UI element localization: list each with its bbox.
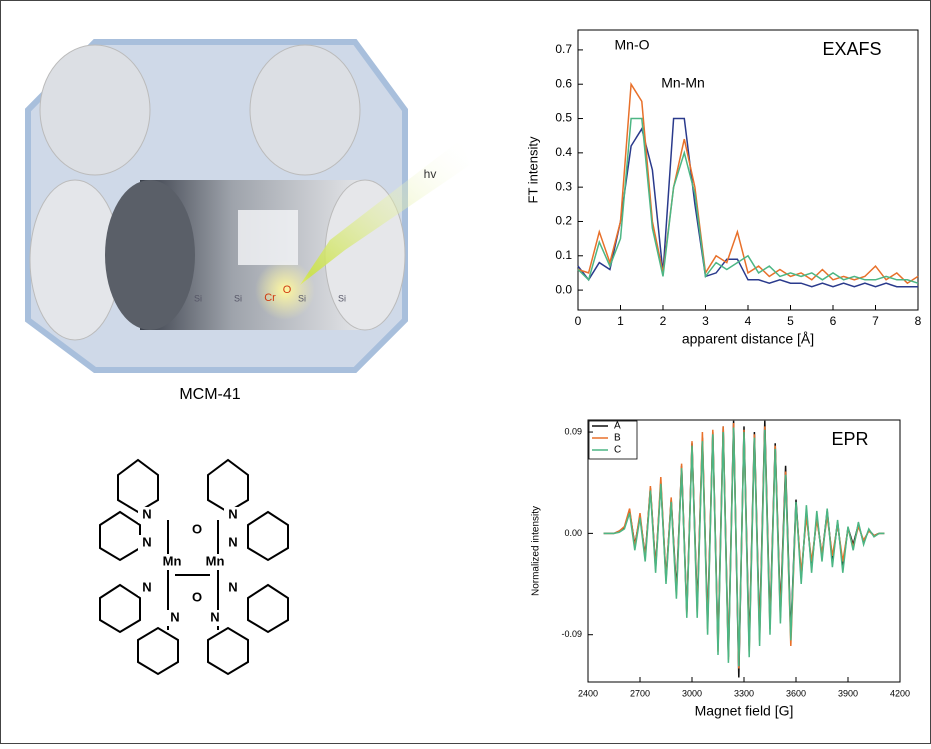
- x-tick-label: 2: [660, 314, 667, 328]
- atom-label: N: [228, 579, 237, 594]
- legend-label: A: [614, 421, 621, 432]
- annotation: Mn-O: [615, 37, 650, 53]
- x-tick-label: 2400: [578, 688, 598, 698]
- x-tick-label: 3300: [734, 688, 754, 698]
- atom-label: Mn: [163, 553, 182, 568]
- x-axis-label: apparent distance [Å]: [682, 331, 814, 347]
- mn-structure: [100, 460, 288, 674]
- atom-label: N: [228, 534, 237, 549]
- atom-label: N: [228, 506, 237, 521]
- x-tick-label: 0: [575, 314, 582, 328]
- figure: 0 1 2 3 4 5 6 7 8 0.0 0.1 0.2 0.3 0.4 0.5 0.6 0.7 apparen…: [0, 0, 931, 744]
- y-tick-label: 0.3: [555, 179, 572, 193]
- x-tick-label: 3600: [786, 688, 806, 698]
- series-line: [578, 119, 918, 284]
- y-tick-label: 0.7: [555, 42, 572, 56]
- illustration-label: Si: [298, 293, 306, 303]
- illustration-label: Cr: [264, 292, 276, 304]
- exafs-chart: 0 1 2 3 4 5 6 7 8 0.0 0.1 0.2 0.3 0.4 0.5 0.6 0.7 apparen…: [525, 30, 921, 347]
- atom-label: N: [142, 534, 151, 549]
- x-tick-label: 5: [787, 314, 794, 328]
- x-tick-label: 2700: [630, 688, 650, 698]
- y-tick-label: 0.00: [564, 528, 582, 538]
- x-tick-label: 1: [617, 314, 624, 328]
- illustration-label: hv: [424, 167, 437, 181]
- caption: MCM-41: [179, 386, 240, 403]
- illustration-label: Si: [338, 293, 346, 303]
- x-tick-label: 8: [915, 314, 922, 328]
- series-line: [604, 428, 885, 667]
- illustration-label: Si: [194, 293, 202, 303]
- atom-label: N: [142, 579, 151, 594]
- annotation: EXAFS: [822, 39, 881, 59]
- y-axis-label: Normalized intensity: [531, 506, 542, 596]
- x-tick-label: 3: [702, 314, 709, 328]
- epr-chart: 2400 2700 3000 3300 3600 3900 4200 -0.09 0.00 0.0…: [531, 420, 910, 719]
- mcm41-illustration: [28, 42, 470, 370]
- legend-label: C: [614, 445, 621, 456]
- illustration-label: Si: [234, 293, 242, 303]
- atom-label: N: [142, 506, 151, 521]
- annotation: EPR: [831, 429, 868, 449]
- y-tick-label: 0.1: [555, 248, 572, 262]
- y-tick-label: 0.0: [555, 282, 572, 296]
- y-tick-label: 0.6: [555, 76, 572, 90]
- series-line: [578, 84, 918, 283]
- y-tick-label: 0.2: [555, 214, 572, 228]
- y-tick-label: -0.09: [561, 629, 582, 639]
- x-tick-label: 4: [745, 314, 752, 328]
- atom-label: Mn: [206, 553, 225, 568]
- atom-label: O: [192, 589, 202, 604]
- x-tick-label: 7: [872, 314, 879, 328]
- x-tick-label: 6: [830, 314, 837, 328]
- legend-label: B: [614, 433, 621, 444]
- atom-label: O: [192, 521, 202, 536]
- x-tick-label: 3000: [682, 688, 702, 698]
- x-tick-label: 3900: [838, 688, 858, 698]
- plot-frame: [578, 30, 918, 310]
- x-axis-label: Magnet field [G]: [695, 703, 794, 719]
- y-tick-label: 0.5: [555, 111, 572, 125]
- x-tick-label: 4200: [890, 688, 910, 698]
- atom-label: N: [210, 609, 219, 624]
- illustration-label: O: [283, 284, 292, 296]
- y-tick-label: 0.09: [564, 426, 582, 436]
- annotation: Mn-Mn: [661, 75, 705, 91]
- y-axis-label: FT intensity: [525, 136, 540, 203]
- atom-label: N: [170, 609, 179, 624]
- y-tick-label: 0.4: [555, 145, 572, 159]
